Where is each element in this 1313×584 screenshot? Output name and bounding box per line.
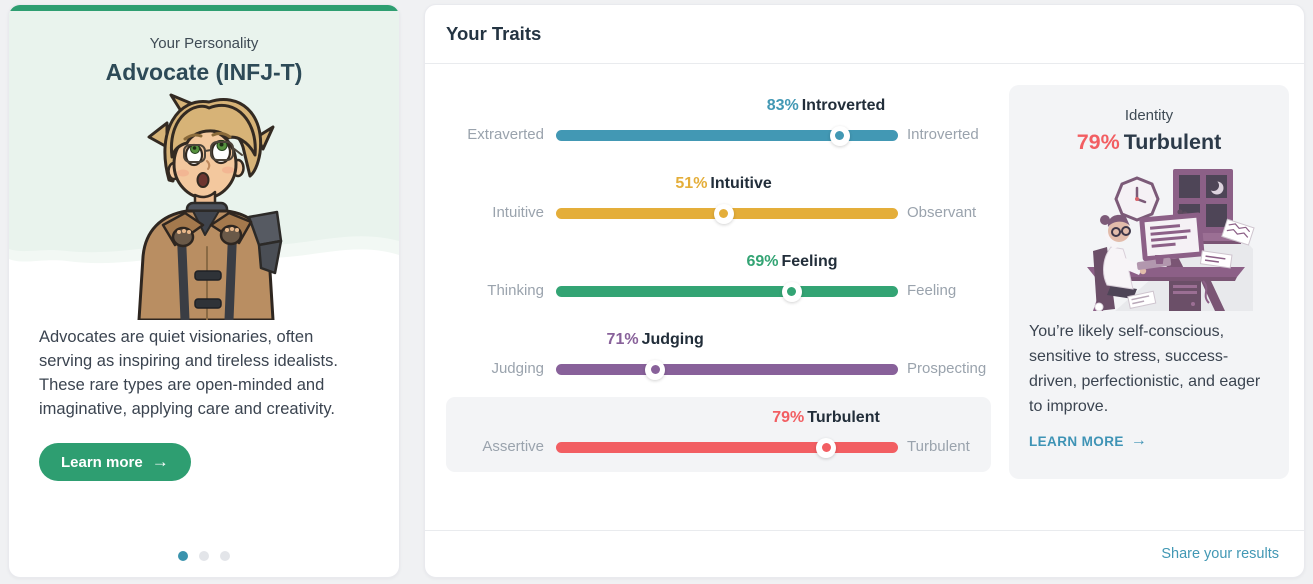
carousel-dot[interactable] bbox=[178, 551, 188, 561]
trait-right-label: Feeling bbox=[907, 282, 957, 299]
trait-slider-bar bbox=[556, 203, 898, 224]
traits-content: 83% Introverted Extraverted Introverted 5… bbox=[425, 64, 1304, 531]
trait-percent: 83% bbox=[766, 97, 799, 114]
personality-hero: Your Personality Advocate (INFJ-T) bbox=[9, 11, 399, 320]
carousel-dot[interactable] bbox=[220, 551, 230, 561]
trait-row: 83% Introverted Extraverted Introverted bbox=[446, 82, 991, 160]
trait-left-label: Thinking bbox=[487, 282, 544, 299]
identity-description: You’re likely self-conscious, sensitive … bbox=[1029, 323, 1261, 415]
identity-percent: 79% bbox=[1076, 130, 1120, 154]
traits-card: Your Traits 83% Introverted Extraverted I… bbox=[424, 4, 1305, 578]
trait-slider-knob bbox=[645, 359, 666, 380]
trait-left-label: Assertive bbox=[482, 438, 544, 455]
share-results-link[interactable]: Share your results bbox=[1161, 546, 1279, 562]
identity-learn-more-label: LEARN MORE bbox=[1029, 433, 1124, 449]
trait-slider-bar bbox=[556, 359, 898, 380]
trait-left-label: Judging bbox=[491, 360, 544, 377]
trait-right-label: Turbulent bbox=[907, 438, 970, 455]
trait-slider-bar bbox=[556, 437, 898, 458]
trait-row: 71% Judging Judging Prospecting bbox=[446, 316, 991, 394]
traits-header: Your Traits bbox=[425, 5, 1304, 64]
identity-illustration bbox=[1087, 169, 1255, 311]
trait-dominant: Turbulent bbox=[807, 409, 880, 426]
trait-slider-bar bbox=[556, 125, 898, 146]
trait-slider-knob bbox=[816, 437, 837, 458]
trait-result-label: 51% Intuitive bbox=[675, 175, 771, 193]
carousel-dots bbox=[9, 551, 399, 561]
trait-left-label: Intuitive bbox=[492, 204, 544, 221]
trait-dominant: Feeling bbox=[781, 253, 838, 270]
identity-learn-more-link[interactable]: LEARN MORE → bbox=[1029, 432, 1147, 450]
trait-row: 79% Turbulent Assertive Turbulent bbox=[446, 394, 991, 472]
carousel-dot[interactable] bbox=[199, 551, 209, 561]
personality-card: Your Personality Advocate (INFJ-T) bbox=[8, 4, 400, 578]
trait-left-label: Extraverted bbox=[467, 126, 544, 143]
trait-right-label: Observant bbox=[907, 204, 977, 221]
personality-description: Advocates are quiet visionaries, often s… bbox=[39, 328, 338, 418]
trait-percent: 79% bbox=[772, 409, 805, 426]
trait-dominant: Judging bbox=[641, 331, 704, 348]
card-accent-bar bbox=[9, 5, 399, 11]
trait-percent: 71% bbox=[606, 331, 639, 348]
learn-more-label: Learn more bbox=[61, 453, 143, 471]
trait-slider-bar bbox=[556, 281, 898, 302]
arrow-right-icon: → bbox=[1130, 432, 1148, 449]
arrow-right-icon: → bbox=[151, 452, 169, 471]
trait-dominant: Intuitive bbox=[710, 175, 772, 192]
trait-result-label: 79% Turbulent bbox=[772, 409, 880, 427]
trait-rows: 83% Introverted Extraverted Introverted 5… bbox=[446, 82, 991, 472]
trait-result-label: 83% Introverted bbox=[767, 97, 886, 115]
trait-percent: 69% bbox=[746, 253, 779, 270]
identity-label: Identity bbox=[1124, 107, 1174, 124]
traits-title: Your Traits bbox=[446, 23, 542, 44]
advocate-avatar-illustration bbox=[137, 93, 283, 320]
trait-right-label: Introverted bbox=[907, 126, 979, 143]
personality-eyebrow: Your Personality bbox=[149, 35, 259, 52]
learn-more-button[interactable]: Learn more → bbox=[39, 443, 191, 481]
identity-headline: 79% Turbulent bbox=[1029, 130, 1269, 155]
trait-row: 51% Intuitive Intuitive Observant bbox=[446, 160, 991, 238]
trait-row: 69% Feeling Thinking Feeling bbox=[446, 238, 991, 316]
identity-panel: Identity 79% Turbulent bbox=[1009, 85, 1289, 479]
trait-slider-knob bbox=[713, 203, 734, 224]
identity-trait-name: Turbulent bbox=[1123, 130, 1222, 154]
trait-result-label: 69% Feeling bbox=[746, 253, 837, 271]
trait-right-label: Prospecting bbox=[907, 360, 987, 377]
personality-title: Advocate (INFJ-T) bbox=[105, 59, 303, 85]
trait-dominant: Introverted bbox=[801, 97, 886, 114]
trait-slider-knob bbox=[781, 281, 802, 302]
trait-percent: 51% bbox=[675, 175, 708, 192]
trait-slider-knob bbox=[829, 125, 850, 146]
trait-result-label: 71% Judging bbox=[607, 331, 704, 349]
traits-footer: Share your results bbox=[425, 530, 1304, 577]
